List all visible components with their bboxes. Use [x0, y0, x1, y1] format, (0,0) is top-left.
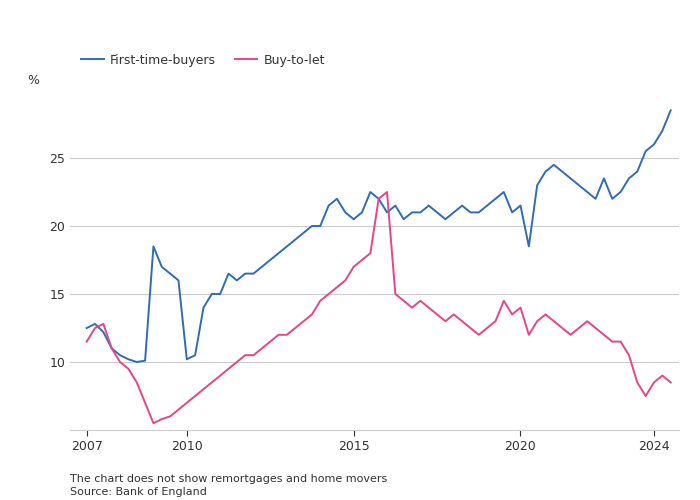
Text: The chart does not show remortgages and home movers: The chart does not show remortgages and … — [70, 474, 387, 484]
Text: Source: Bank of England: Source: Bank of England — [70, 487, 207, 497]
First-time-buyers — [666, 108, 675, 114]
Buy-to-let — [650, 380, 658, 386]
First-time-buyers — [258, 264, 266, 270]
First-time-buyers — [441, 216, 449, 222]
First-time-buyers — [132, 359, 141, 365]
Buy-to-let — [666, 380, 675, 386]
Buy-to-let — [624, 352, 633, 358]
First-time-buyers — [641, 148, 650, 154]
Line: Buy-to-let: Buy-to-let — [87, 192, 671, 423]
First-time-buyers — [83, 325, 91, 331]
First-time-buyers — [374, 196, 383, 202]
Line: First-time-buyers: First-time-buyers — [87, 110, 671, 362]
Buy-to-let — [383, 189, 391, 195]
Buy-to-let — [449, 312, 458, 318]
Buy-to-let — [83, 338, 91, 344]
First-time-buyers — [99, 329, 108, 335]
First-time-buyers — [533, 182, 541, 188]
Buy-to-let — [174, 406, 183, 412]
Buy-to-let — [99, 321, 108, 327]
Buy-to-let — [149, 420, 158, 426]
Text: %: % — [27, 74, 39, 86]
Legend: First-time-buyers, Buy-to-let: First-time-buyers, Buy-to-let — [76, 48, 330, 72]
Buy-to-let — [374, 196, 383, 202]
